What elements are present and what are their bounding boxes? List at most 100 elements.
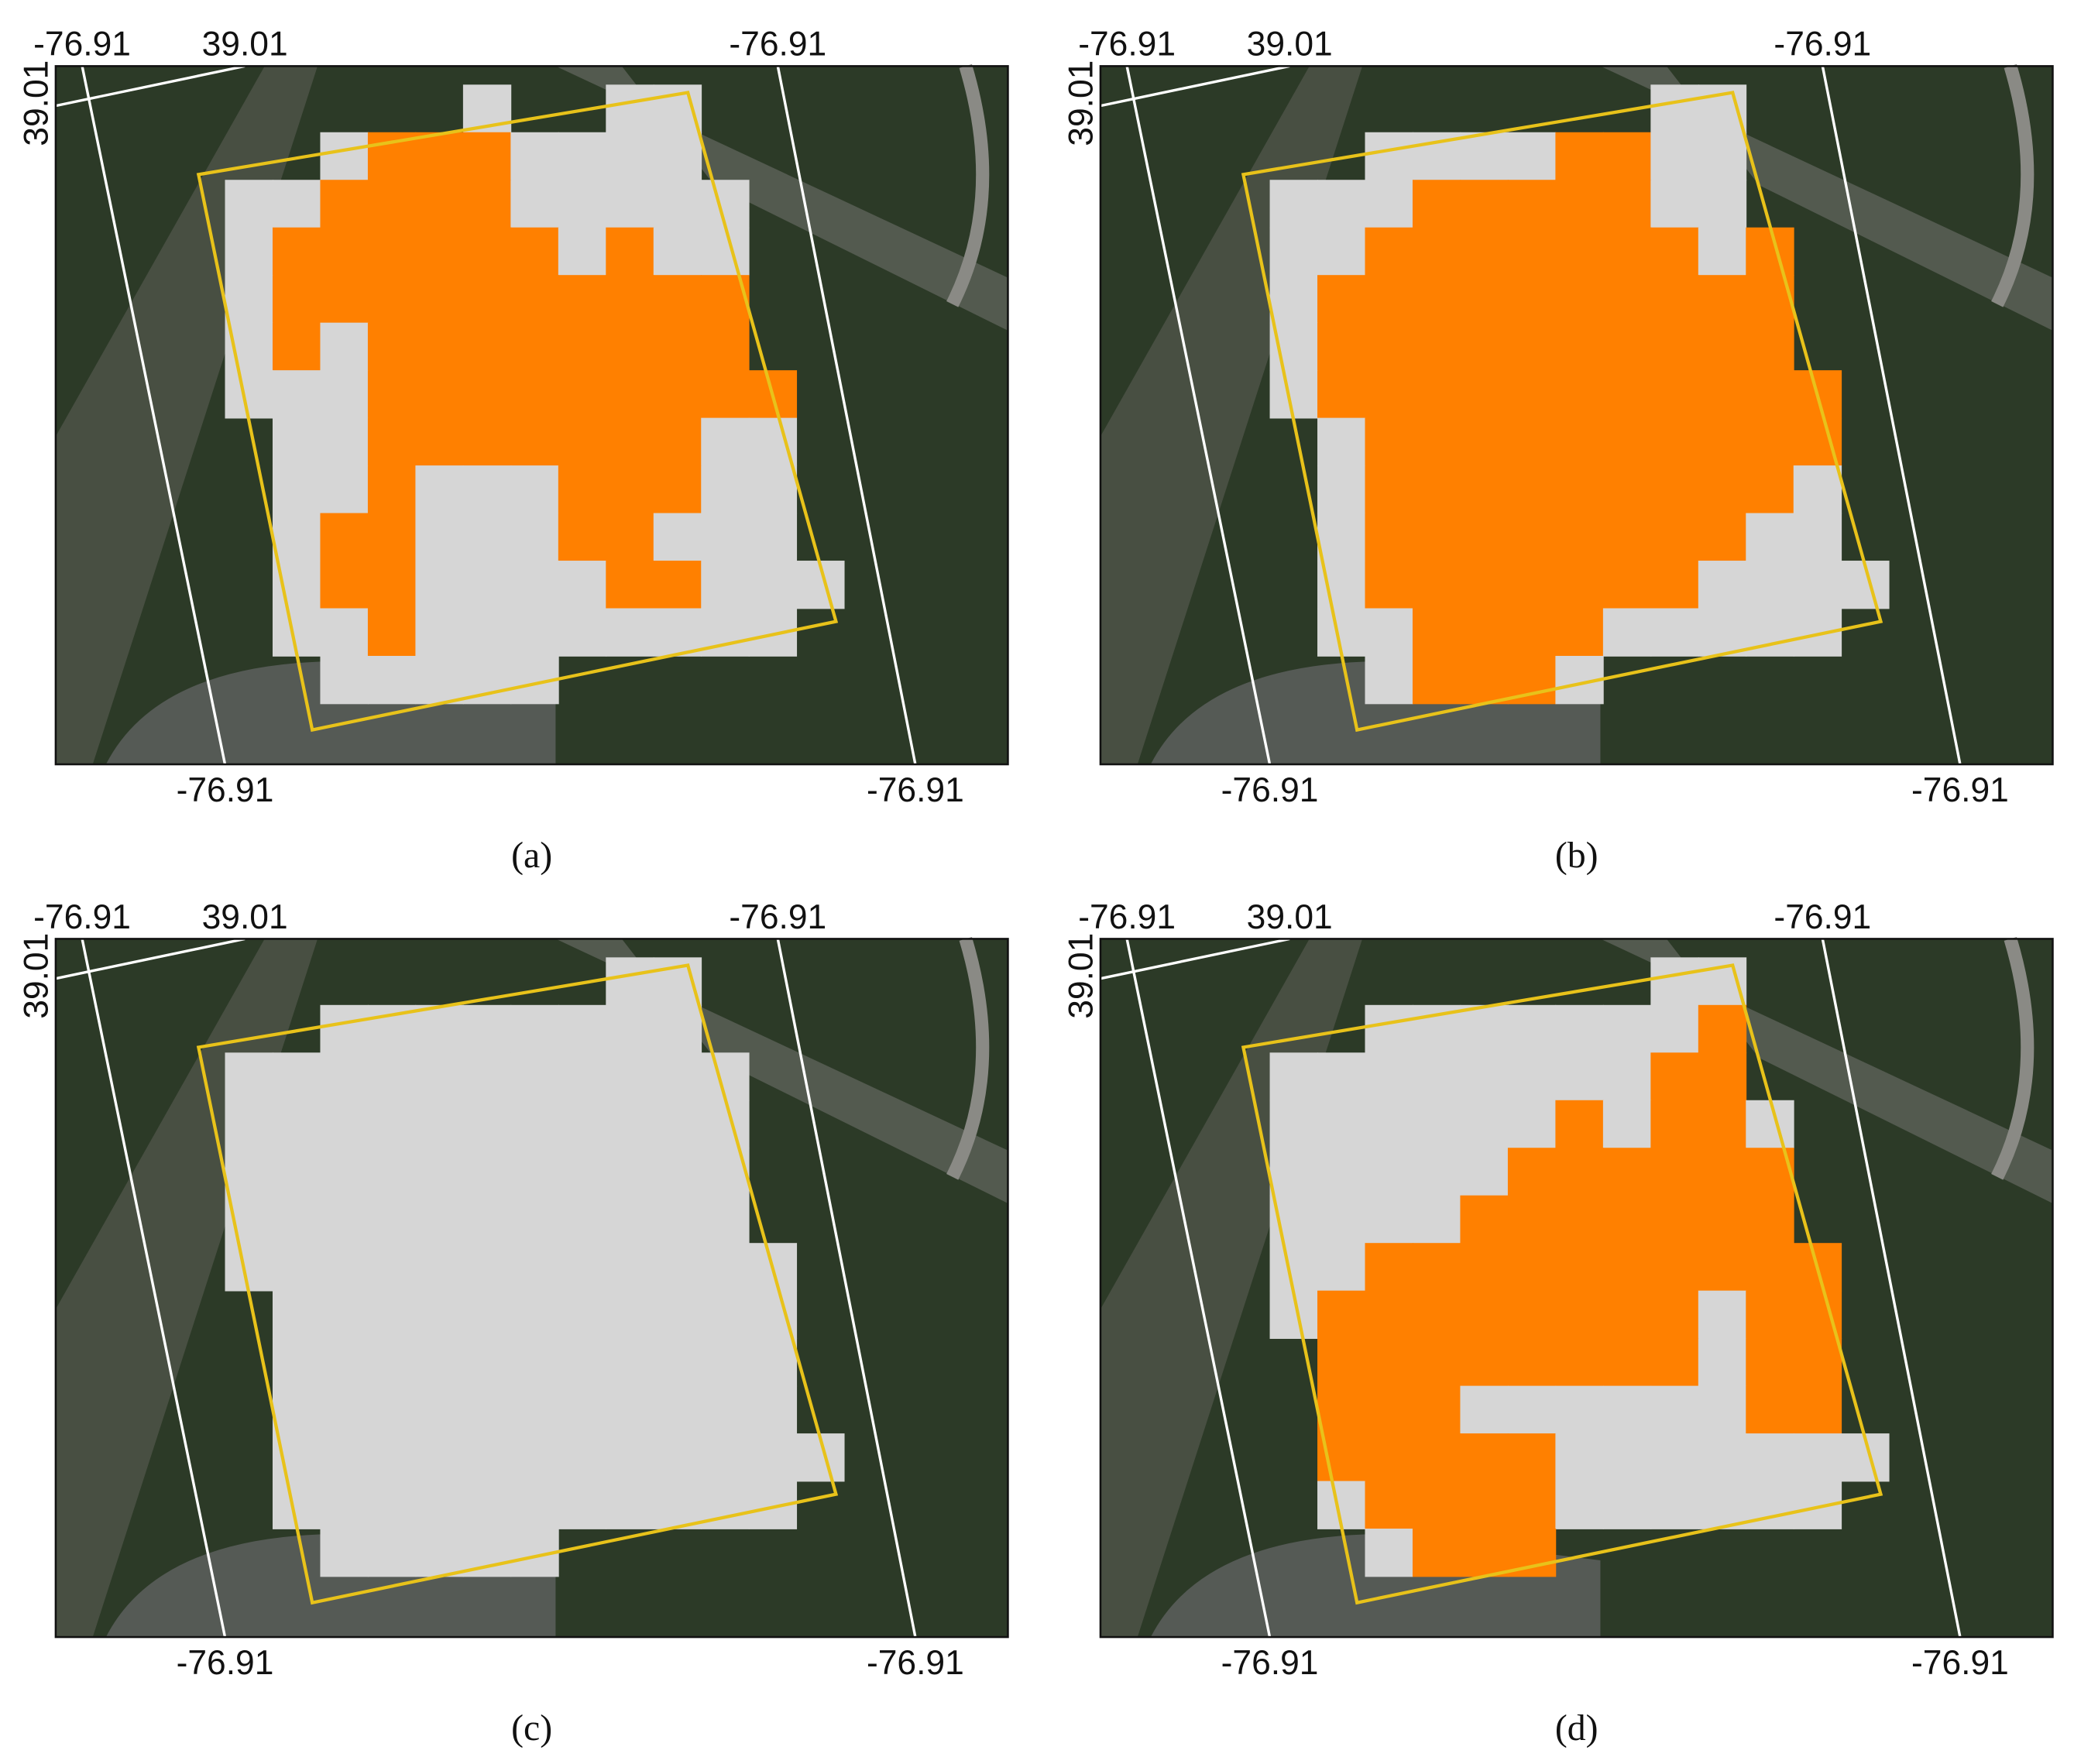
cell-grey [1555, 1004, 1604, 1054]
cell-orange [606, 275, 654, 324]
cell-orange [1555, 132, 1604, 181]
lon-label: -76.91 [729, 898, 826, 936]
cell-orange [1650, 1243, 1699, 1292]
frame [1099, 65, 2054, 766]
lon-label: -76.91 [1911, 771, 2009, 809]
cell-grey [606, 1243, 654, 1292]
cell-grey [558, 180, 607, 228]
cell-orange [1507, 513, 1557, 561]
cell-orange [1365, 1433, 1413, 1482]
cell-grey [606, 1148, 654, 1196]
cell-orange [1460, 275, 1509, 324]
cell-grey [1650, 1481, 1699, 1529]
cell-grey [701, 561, 750, 609]
cell-orange [1746, 1385, 1794, 1434]
cell-orange [653, 322, 702, 371]
cell-grey [1698, 84, 1747, 133]
cell-orange [1746, 465, 1794, 514]
cell-grey [1269, 1148, 1318, 1196]
cell-orange [1412, 275, 1461, 324]
lon-label: -76.91 [33, 898, 131, 936]
cell-grey [415, 1148, 464, 1196]
cell-orange [1650, 322, 1699, 371]
cell-grey [701, 1290, 750, 1339]
panel-caption: (a) [511, 835, 552, 876]
cell-orange [1698, 1052, 1747, 1101]
cell-orange [1650, 1100, 1699, 1149]
cell-grey [272, 513, 321, 561]
cell-grey [462, 513, 512, 561]
cell-grey [653, 1338, 702, 1387]
lon-label: -76.91 [1221, 1644, 1319, 1682]
cell-grey [1412, 1100, 1461, 1149]
cell-grey [1746, 561, 1794, 609]
cell-orange [1317, 370, 1366, 419]
cell-orange [1412, 1481, 1461, 1529]
cell-orange [1507, 465, 1557, 514]
ramp [1991, 936, 2035, 1180]
cell-grey [1746, 1433, 1794, 1482]
cell-grey [225, 370, 273, 419]
cell-orange [1555, 322, 1604, 371]
lon-label: -76.91 [867, 771, 964, 809]
cell-orange [1365, 275, 1413, 324]
lon-label: -76.91 [177, 771, 274, 809]
cell-orange [1412, 465, 1461, 514]
cell-grey [653, 957, 702, 1006]
cell-grey [320, 132, 369, 181]
cell-orange [367, 227, 417, 276]
cell-orange [558, 370, 607, 419]
frame [54, 65, 1009, 766]
cell-orange [1650, 275, 1699, 324]
lon-label: -76.91 [1078, 26, 1176, 63]
cell-grey [1317, 513, 1366, 561]
highway [1600, 939, 2053, 1203]
cell-grey [367, 1433, 417, 1482]
cell-grey [1317, 465, 1366, 514]
ramp [946, 63, 990, 307]
footprint [1241, 963, 1883, 1605]
cell-orange [1650, 561, 1699, 609]
cell-grey [1412, 1052, 1461, 1101]
cell-orange [1650, 417, 1699, 466]
cell-grey [320, 322, 369, 371]
cell-grey [653, 1052, 702, 1101]
cell-orange [1507, 180, 1557, 228]
cell-grey [225, 275, 273, 324]
cell-orange [1602, 1243, 1652, 1292]
cell-grey [415, 513, 464, 561]
cell-grey [701, 1433, 750, 1482]
cell-orange [510, 227, 559, 276]
cell-grey [1269, 180, 1318, 228]
cell-orange [462, 227, 512, 276]
cell-orange [1602, 180, 1652, 228]
cell-grey [653, 180, 702, 228]
cell-grey [510, 1385, 559, 1434]
cell-grey [225, 180, 273, 228]
cell-grey [1269, 227, 1318, 276]
cell-grey [1602, 1004, 1652, 1054]
cell-orange [1365, 513, 1413, 561]
cell-grey [272, 1100, 321, 1149]
cell-grey [1365, 180, 1413, 228]
cell-grey [225, 1100, 273, 1149]
cell-grey [1698, 957, 1747, 1006]
cell-orange [1507, 1243, 1557, 1292]
cell-orange [1602, 513, 1652, 561]
cell-grey [1650, 957, 1699, 1006]
graticule [1125, 66, 1272, 765]
cell-orange [1698, 275, 1747, 324]
cell-orange [1507, 608, 1557, 657]
cell-orange [1602, 417, 1652, 466]
cell-grey [653, 608, 702, 657]
highway [555, 66, 1008, 331]
cell-grey [415, 1481, 464, 1529]
cell-orange [1365, 227, 1413, 276]
cell-grey [748, 1338, 798, 1387]
cell-grey [462, 1433, 512, 1482]
cell-orange [510, 322, 559, 371]
cell-grey [462, 1052, 512, 1101]
cell-grey [1269, 1052, 1318, 1101]
cell-grey [367, 1100, 417, 1149]
cell-grey [1365, 1195, 1413, 1244]
